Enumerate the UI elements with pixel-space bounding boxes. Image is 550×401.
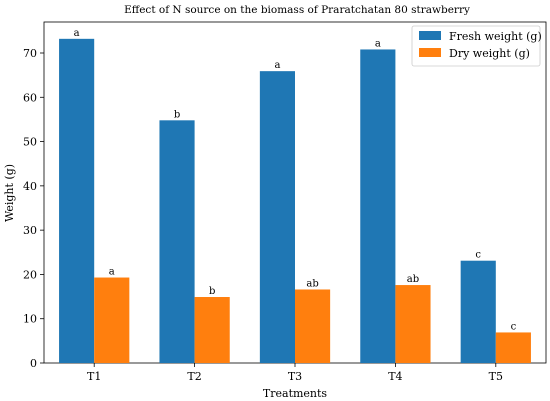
x-tick-label-t1: T1	[87, 370, 101, 383]
fresh-weight-bar-t2	[159, 120, 195, 363]
x-axis: T1 T2 T3 T4 T5	[87, 363, 503, 383]
fresh-weight-bar-t3	[259, 71, 295, 364]
legend-label-fresh: Fresh weight (g)	[449, 30, 542, 43]
y-tick-label: 40	[23, 180, 37, 193]
legend-swatch-fresh	[419, 31, 441, 40]
dry-weight-label-t3: ab	[306, 278, 318, 289]
dry-weight-bar-t2	[194, 297, 230, 363]
x-tick-label-t2: T2	[187, 370, 201, 383]
x-axis-label: Treatments	[263, 387, 328, 400]
y-axis-label: Weight (g)	[3, 164, 16, 222]
fresh-weight-label-t4: a	[375, 38, 381, 49]
dry-weight-label-t1: a	[109, 267, 115, 278]
y-tick-label: 10	[23, 313, 37, 326]
y-tick-label: 30	[23, 224, 37, 237]
dry-weight-bar-t1	[94, 277, 130, 363]
y-tick-label: 20	[23, 268, 37, 281]
fresh-weight-bar-t1	[59, 38, 95, 363]
legend-box	[411, 25, 541, 67]
fresh-weight-bar-t5	[460, 260, 496, 363]
y-tick-label: 50	[23, 136, 37, 149]
legend: Fresh weight (g) Dry weight (g)	[411, 25, 542, 67]
y-axis: 0 10 20 30 40 50 60 70	[23, 47, 44, 370]
x-tick-label-t5: T5	[489, 370, 503, 383]
chart-title: Effect of N source on the biomass of Pra…	[124, 4, 470, 16]
legend-label-dry: Dry weight (g)	[449, 47, 530, 60]
dry-weight-bar-t3	[295, 289, 331, 363]
dry-weight-label-t4: ab	[407, 274, 419, 285]
dry-weight-bar-t5	[495, 332, 531, 363]
fresh-weight-label-t1: a	[74, 28, 80, 39]
fresh-weight-label-t3: a	[274, 60, 280, 71]
fresh-weight-label-t5: c	[475, 250, 481, 261]
y-tick-label: 0	[30, 357, 37, 370]
y-tick-label: 70	[23, 47, 37, 60]
x-tick-label-t4: T4	[388, 370, 402, 383]
x-tick-label-t3: T3	[288, 370, 302, 383]
y-tick-label: 60	[23, 91, 37, 104]
fresh-weight-bar-t4	[360, 49, 396, 363]
dry-weight-bar-t4	[395, 285, 431, 363]
legend-swatch-dry	[419, 48, 441, 57]
fresh-weight-label-t2: b	[174, 109, 180, 120]
dry-weight-label-t5: c	[511, 321, 517, 332]
bars	[59, 38, 531, 364]
dry-weight-label-t2: b	[209, 286, 215, 297]
